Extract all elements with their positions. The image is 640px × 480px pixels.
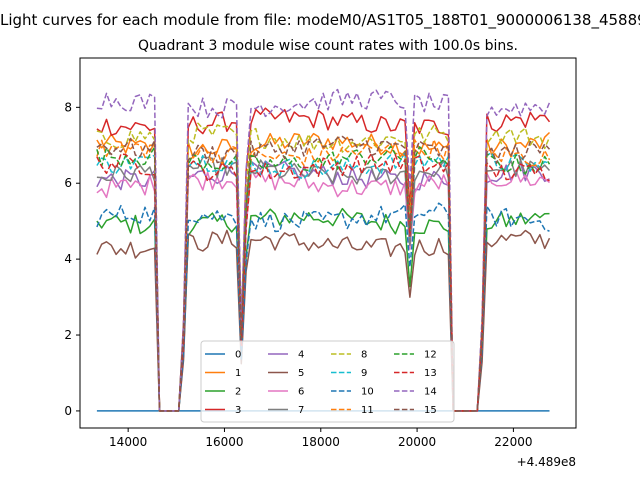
ticks-layer: 14000 16000 18000 20000 22000 0 2 4 6 8 bbox=[64, 100, 532, 449]
legend-label-10: 10 bbox=[361, 387, 374, 398]
axes-frame bbox=[79, 57, 577, 429]
legend-label-12: 12 bbox=[424, 350, 437, 361]
legend-label-3: 3 bbox=[235, 405, 241, 416]
chart-title: Quadrant 3 module wise count rates with … bbox=[138, 38, 518, 54]
figure-suptitle: Light curves for each module from file: … bbox=[0, 11, 640, 30]
legend-label-5: 5 bbox=[298, 368, 304, 379]
y-tick-label: 0 bbox=[64, 404, 72, 418]
legend-label-6: 6 bbox=[298, 387, 304, 398]
y-tick-label: 6 bbox=[64, 176, 72, 190]
y-tick-label: 4 bbox=[64, 252, 72, 266]
legend-label-14: 14 bbox=[424, 387, 437, 398]
legend-label-15: 15 bbox=[424, 405, 437, 416]
legend-label-9: 9 bbox=[361, 368, 367, 379]
legend-label-4: 4 bbox=[298, 350, 304, 361]
legend-box bbox=[200, 340, 455, 423]
x-tick-label: 22000 bbox=[494, 435, 532, 449]
x-tick-label: 18000 bbox=[302, 435, 340, 449]
legend-label-2: 2 bbox=[235, 387, 241, 398]
legend-label-11: 11 bbox=[361, 405, 374, 416]
legend-label-7: 7 bbox=[298, 405, 304, 416]
y-tick-label: 8 bbox=[64, 100, 72, 114]
y-tick-label: 2 bbox=[64, 328, 72, 342]
series-layer bbox=[96, 88, 551, 412]
legend-label-1: 1 bbox=[235, 368, 241, 379]
series-line-13 bbox=[96, 153, 550, 412]
x-tick-label: 20000 bbox=[398, 435, 436, 449]
legend-label-8: 8 bbox=[361, 350, 367, 361]
x-tick-label: 16000 bbox=[205, 435, 243, 449]
legend-label-0: 0 bbox=[235, 350, 241, 361]
legend-label-13: 13 bbox=[424, 368, 437, 379]
x-tick-label: 14000 bbox=[109, 435, 147, 449]
x-axis-offset-label: +4.489e8 bbox=[517, 455, 576, 469]
series-line-15 bbox=[96, 135, 551, 412]
